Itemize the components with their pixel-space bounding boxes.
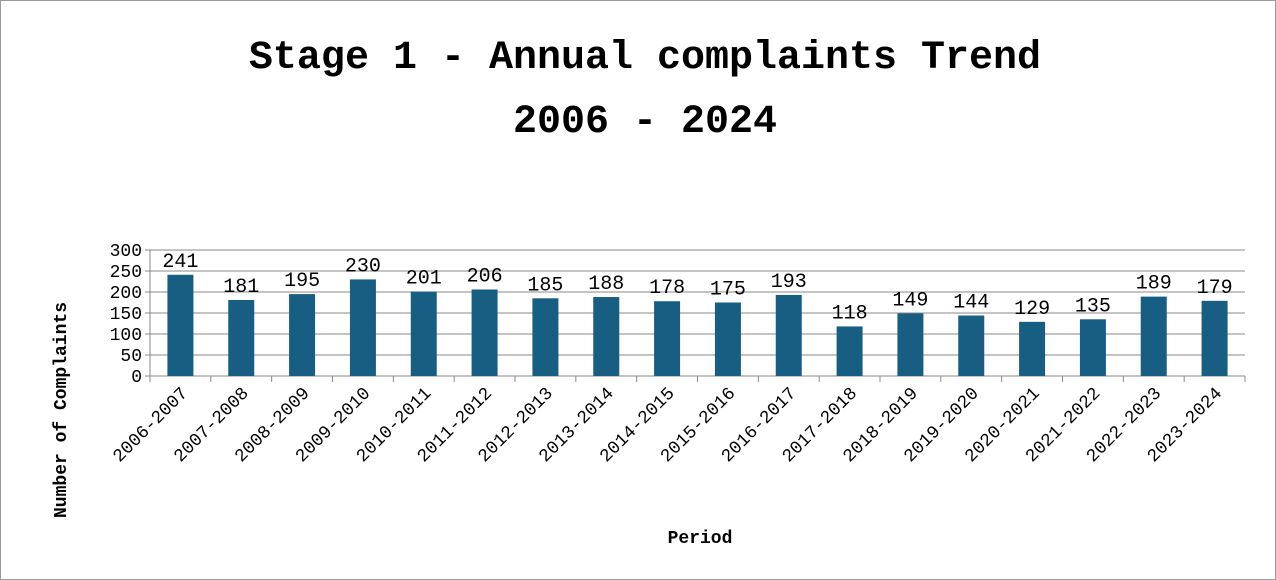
data-label: 195	[284, 270, 320, 293]
data-label: 241	[162, 251, 198, 274]
y-tick-label: 50	[120, 347, 142, 367]
data-label: 149	[892, 289, 928, 312]
data-label: 179	[1197, 277, 1233, 300]
data-label: 201	[406, 268, 442, 291]
data-label: 189	[1136, 273, 1172, 296]
bar	[836, 326, 863, 376]
chart-title: Stage 1 - Annual complaints Trend	[249, 36, 1041, 81]
bar	[167, 274, 194, 376]
data-label: 181	[223, 276, 259, 299]
y-tick-label: 150	[110, 305, 142, 325]
bar	[593, 297, 620, 376]
y-tick-label: 300	[110, 242, 142, 262]
bar	[228, 299, 255, 376]
data-label: 178	[649, 277, 685, 300]
bar	[1019, 321, 1046, 376]
bar	[349, 279, 376, 376]
data-label: 230	[345, 255, 381, 278]
data-label: 135	[1075, 295, 1111, 318]
y-tick-label: 100	[110, 326, 142, 346]
data-label: 185	[527, 274, 563, 297]
data-label: 129	[1014, 298, 1050, 321]
y-tick-label: 200	[110, 284, 142, 304]
data-label: 188	[588, 273, 624, 296]
data-label: 118	[832, 302, 868, 325]
bar	[1140, 296, 1167, 376]
data-label: 193	[771, 271, 807, 294]
bar	[289, 294, 316, 376]
y-tick-label: 0	[131, 368, 142, 388]
bar	[714, 302, 741, 376]
bar	[1079, 319, 1106, 376]
data-label: 175	[710, 279, 746, 302]
bar	[897, 313, 924, 376]
y-axis-label: Number of Complaints	[52, 302, 72, 518]
y-tick-label: 250	[110, 263, 142, 283]
x-axis-label: Period	[668, 529, 733, 549]
chart-title: 2006 - 2024	[513, 100, 777, 145]
bar	[532, 298, 559, 376]
bar	[958, 315, 985, 376]
bar	[775, 294, 802, 376]
data-label: 144	[953, 292, 989, 315]
bar	[410, 291, 437, 376]
bar	[654, 301, 681, 376]
bar	[1201, 300, 1228, 376]
bar	[471, 289, 498, 376]
data-label: 206	[467, 265, 503, 288]
